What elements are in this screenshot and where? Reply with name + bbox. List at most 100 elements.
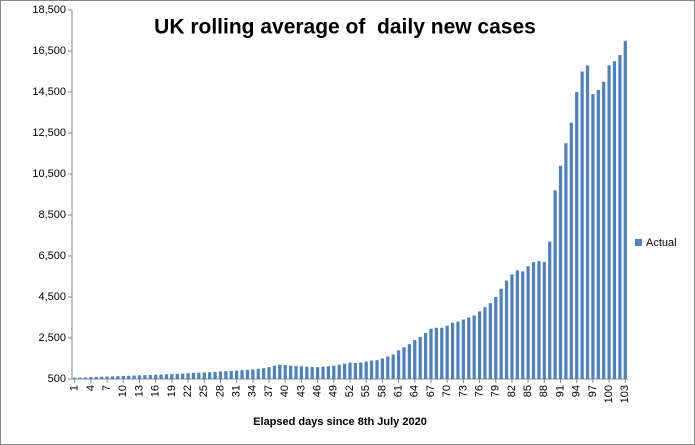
bar [585,65,590,379]
x-tick-label: 103 [619,385,631,403]
bar [315,367,320,379]
y-tick-label: 12,500 [32,127,66,139]
bar [267,367,271,379]
bar [208,372,212,379]
bar [569,122,573,379]
x-tick-label: 49 [328,385,340,397]
bar [580,71,584,379]
bar [353,363,358,379]
x-tick-label: 19 [166,385,178,397]
bar [612,61,617,379]
bar [148,374,152,379]
x-tick-label: 28 [214,385,226,397]
bar [164,374,169,379]
bar [218,371,223,379]
legend-swatch [635,239,642,246]
x-tick-label: 97 [587,385,599,397]
x-tick-label: 91 [554,385,566,397]
bar [391,354,395,379]
bar [531,262,536,379]
x-tick-label: 52 [344,385,356,397]
legend-label: Actual [646,237,677,249]
x-tick-label: 43 [295,385,307,397]
x-tick-label: 70 [441,385,453,397]
x-tick-label: 7 [101,385,113,391]
x-tick-label: 79 [490,385,502,397]
bar [262,368,266,379]
bar [197,372,201,379]
bar [310,366,314,379]
bar [467,317,471,379]
bar [110,376,115,379]
x-tick-label: 4 [85,385,97,391]
x-tick-label: 55 [360,385,372,397]
bar [321,366,325,379]
bar [175,373,179,379]
bar [607,65,611,379]
y-tick-label: 14,500 [32,86,66,98]
bar [456,321,460,379]
bar [100,376,104,379]
y-tick-label: 2,500 [38,332,66,344]
x-tick-label: 88 [538,385,550,397]
bar [154,374,158,379]
bar [127,375,131,379]
bar [245,369,250,379]
bar [326,366,331,379]
bar [202,372,206,379]
bar [299,366,304,379]
bar [494,297,498,379]
bar [434,327,438,379]
bar [407,344,411,379]
bar [240,370,244,379]
x-tick-label: 61 [392,385,404,397]
bar [89,377,93,379]
bar [488,303,492,379]
bar [375,360,379,379]
bar [542,262,546,379]
bar [170,374,174,379]
y-tick-label: 18,500 [32,4,66,16]
x-tick-label: 40 [279,385,291,397]
x-tick-label: 58 [376,385,388,397]
x-tick-label: 13 [133,385,145,397]
y-tick-label: 10,500 [32,168,66,180]
x-tick-label: 67 [425,385,437,397]
bar [380,358,385,379]
bar [116,376,120,379]
bar [618,55,622,379]
bar [364,361,368,379]
x-tick-label: 34 [247,385,259,397]
bar [337,364,341,379]
y-tick-label: 8,500 [38,209,66,221]
x-tick-label: 10 [117,385,129,397]
x-tick-label: 16 [150,385,162,397]
x-tick-label: 82 [506,385,518,397]
x-tick-label: 64 [409,385,421,397]
x-tick-label: 46 [312,385,324,397]
bar [294,366,298,379]
bar [186,373,190,379]
bar [418,336,422,379]
bar [83,377,88,379]
bar [548,241,552,379]
bar [348,362,352,379]
bar [564,143,568,379]
bar [251,369,255,379]
bar [224,371,228,379]
bar [359,362,363,379]
x-tick-label: 37 [263,385,275,397]
bar [369,360,374,379]
bar [342,363,347,379]
bar [445,325,449,379]
bar [461,319,465,379]
bar [450,322,455,379]
bar [143,375,147,379]
bar [440,327,444,379]
bar [121,375,125,379]
bar [602,81,606,379]
bar [278,364,282,379]
bar [423,332,428,379]
bar [132,375,136,379]
